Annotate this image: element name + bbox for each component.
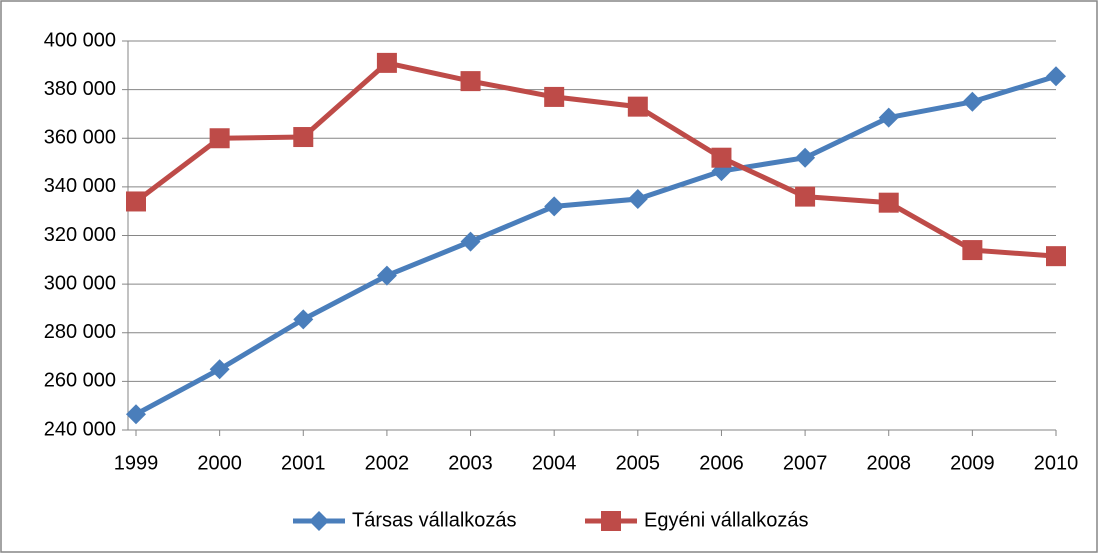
marker xyxy=(460,71,481,92)
marker xyxy=(460,231,481,252)
marker xyxy=(878,192,899,213)
marker xyxy=(376,52,397,73)
y-tick-label: 300 000 xyxy=(44,272,116,294)
legend-label: Egyéni vállalkozás xyxy=(644,509,809,531)
marker xyxy=(795,186,816,207)
y-tick-label: 260 000 xyxy=(44,370,116,392)
y-tick-label: 340 000 xyxy=(44,175,116,197)
marker xyxy=(1046,66,1066,87)
x-tick-label: 2008 xyxy=(866,452,911,474)
legend-marker xyxy=(309,511,329,531)
marker xyxy=(878,107,899,128)
marker xyxy=(126,191,146,212)
x-tick-label: 2001 xyxy=(281,452,326,474)
y-tick-label: 400 000 xyxy=(44,29,116,51)
marker xyxy=(544,196,565,217)
x-tick-label: 2005 xyxy=(616,452,661,474)
series-line xyxy=(134,73,1057,417)
marker xyxy=(962,240,983,261)
x-tick-label: 2004 xyxy=(532,452,577,474)
marker xyxy=(627,189,648,210)
x-tick-label: 2006 xyxy=(699,452,744,474)
marker xyxy=(962,91,983,112)
x-tick-label: 1999 xyxy=(114,452,159,474)
marker xyxy=(544,86,565,107)
x-tick-label: 2009 xyxy=(950,452,995,474)
marker xyxy=(293,127,314,148)
y-tick-label: 380 000 xyxy=(44,78,116,100)
y-tick-label: 320 000 xyxy=(44,224,116,246)
y-tick-label: 240 000 xyxy=(44,418,116,440)
series-line xyxy=(134,60,1057,259)
marker xyxy=(209,128,230,149)
y-tick-label: 360 000 xyxy=(44,127,116,149)
y-tick-label: 280 000 xyxy=(44,321,116,343)
marker xyxy=(209,359,230,380)
x-tick-label: 2003 xyxy=(448,452,493,474)
legend-marker xyxy=(601,511,621,531)
marker xyxy=(293,309,314,330)
marker xyxy=(126,404,146,425)
x-tick-label: 2000 xyxy=(197,452,242,474)
marker xyxy=(1046,246,1066,267)
x-tick-label: 2007 xyxy=(783,452,828,474)
marker xyxy=(711,147,732,168)
legend-label: Társas vállalkozás xyxy=(352,509,517,531)
marker xyxy=(795,147,816,168)
marker xyxy=(376,265,397,286)
x-tick-label: 2002 xyxy=(365,452,410,474)
marker xyxy=(627,96,648,117)
x-tick-label: 2010 xyxy=(1034,452,1079,474)
